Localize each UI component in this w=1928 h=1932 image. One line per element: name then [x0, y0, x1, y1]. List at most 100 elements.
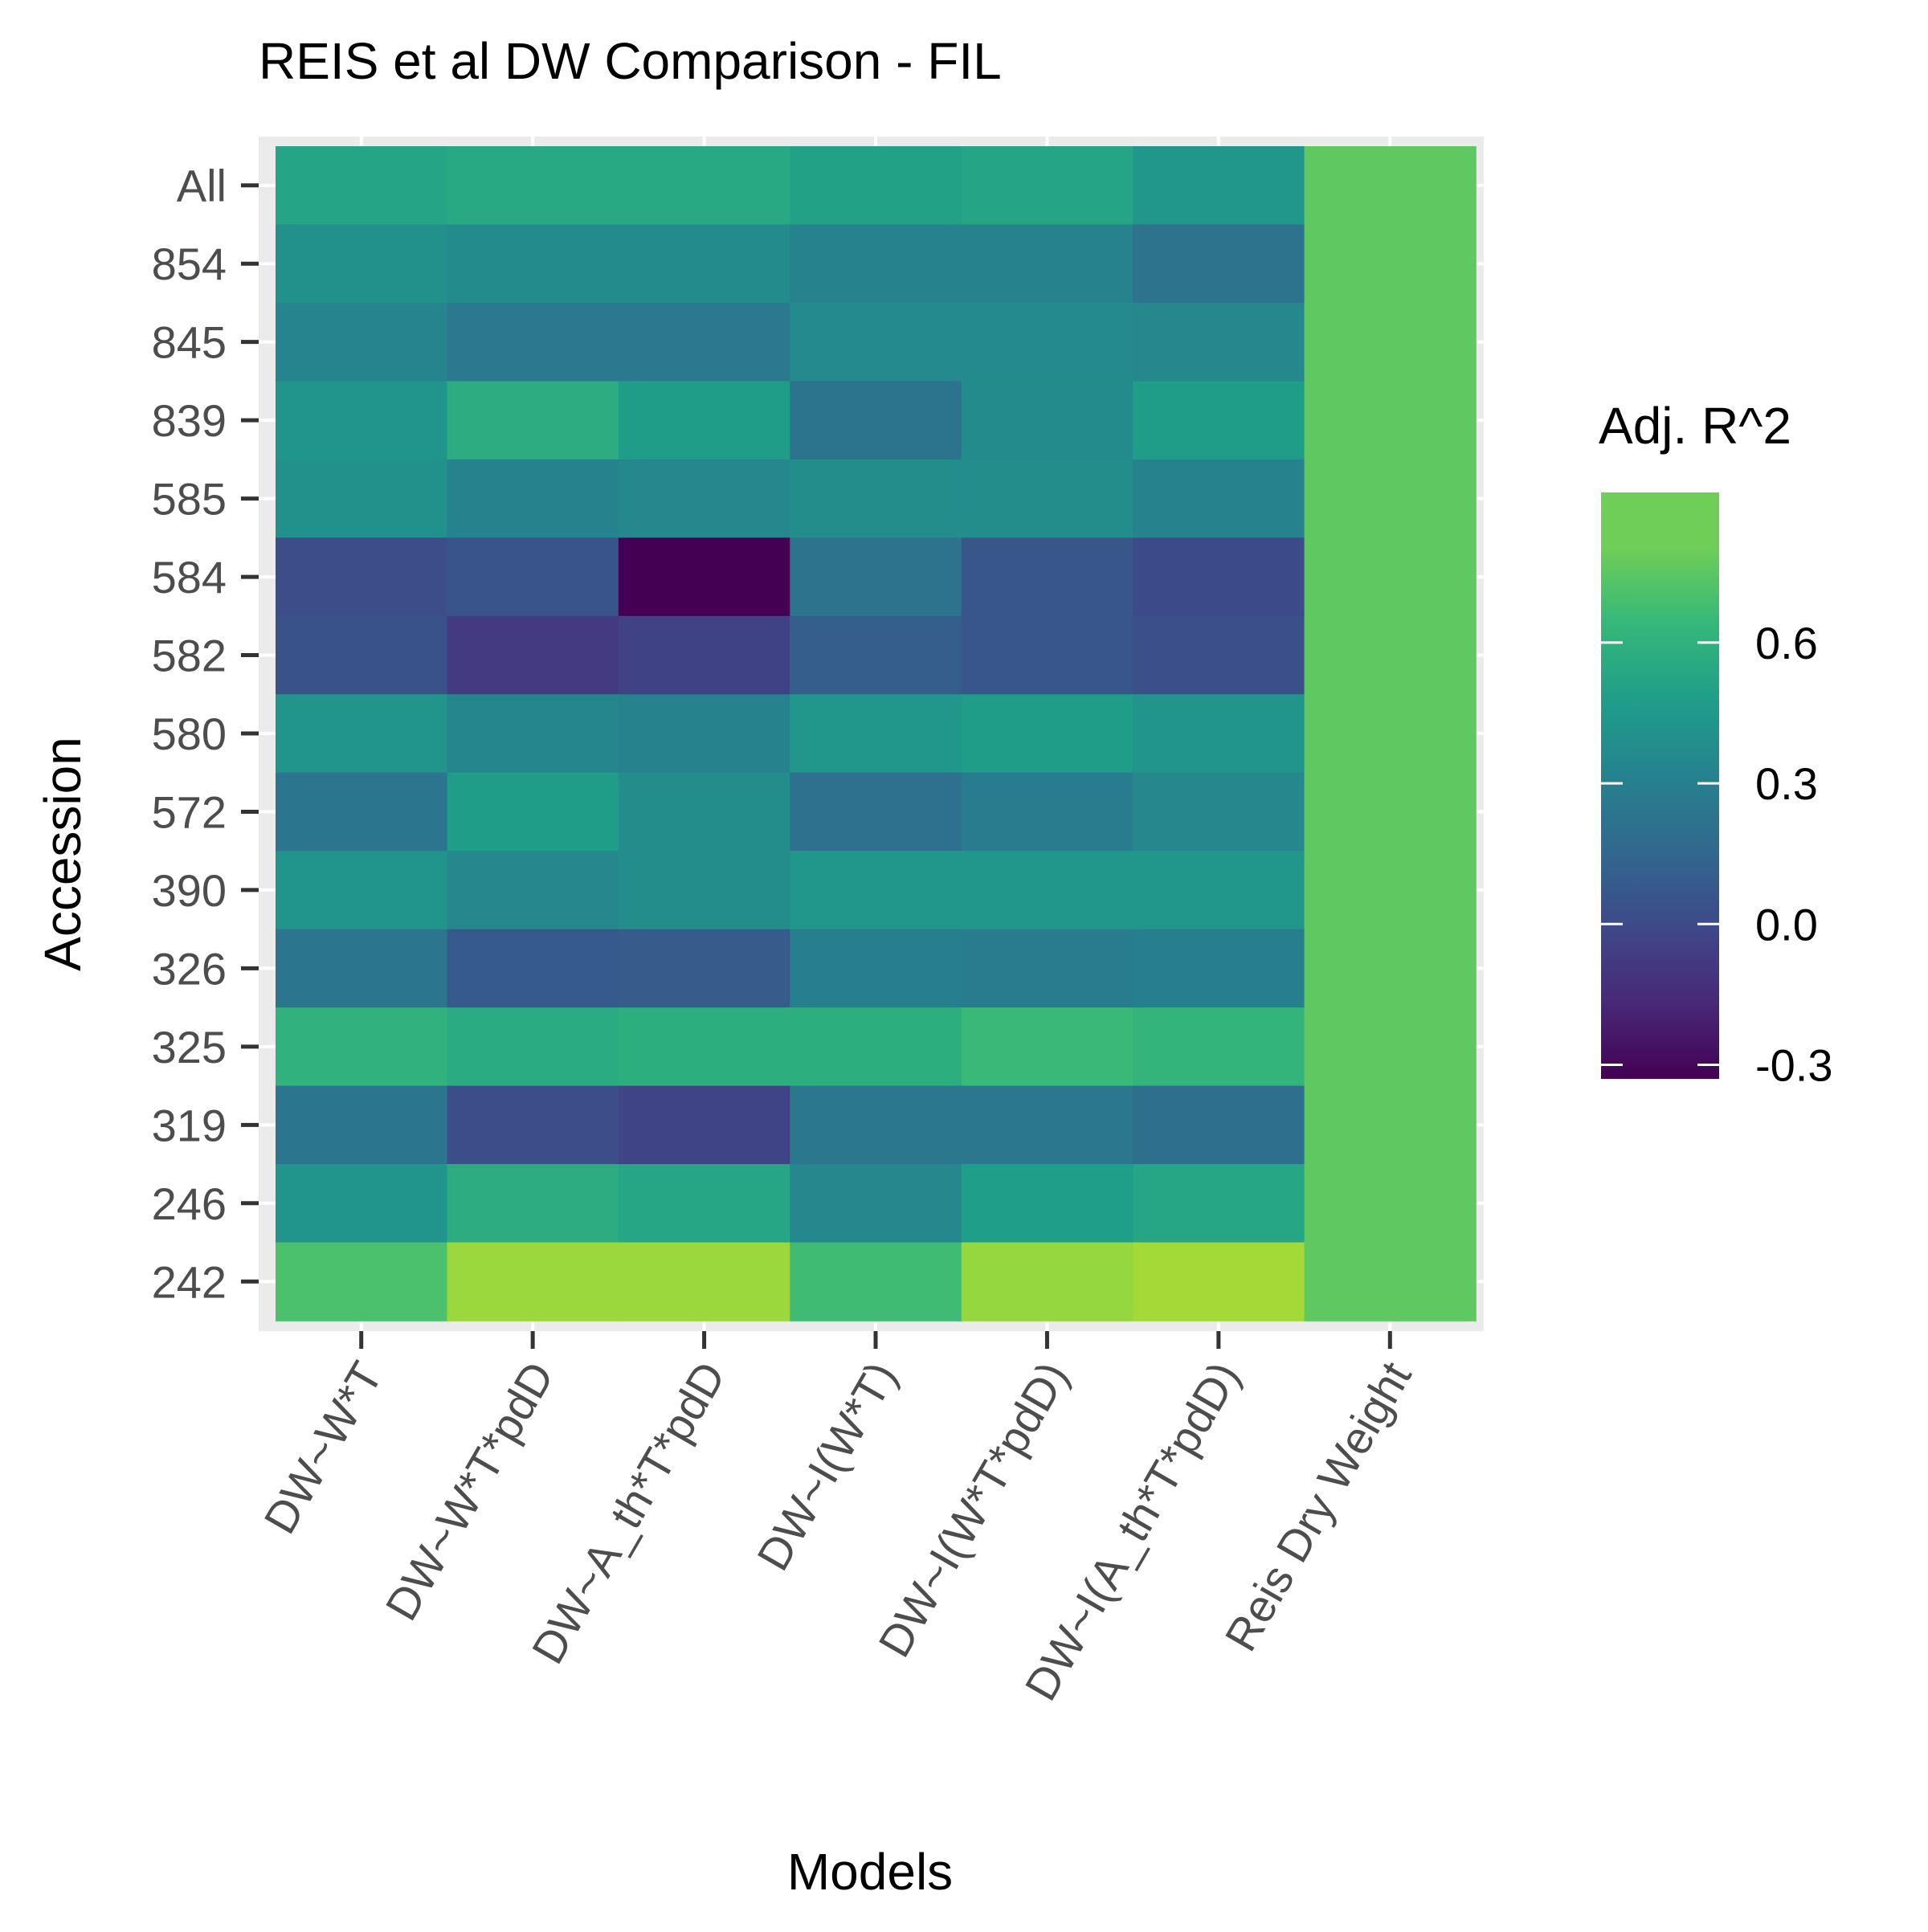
heatmap-cell: [1133, 537, 1305, 617]
heatmap-cell: [618, 694, 791, 774]
heatmap-cell: [1133, 1085, 1305, 1165]
heatmap-cell: [961, 929, 1134, 1008]
heatmap-cell: [1304, 537, 1477, 617]
y-tick-label: 582: [152, 631, 227, 681]
heatmap-cell: [1304, 302, 1477, 382]
heatmap-cell: [447, 1164, 619, 1244]
heatmap-cell: [790, 929, 962, 1008]
heatmap-cell: [618, 851, 791, 930]
heatmap-cell: [276, 1085, 448, 1165]
heatmap-cell: [1304, 772, 1477, 852]
heatmap-cell: [276, 929, 448, 1008]
heatmap-cell: [1133, 1007, 1305, 1087]
heatmap-cell: [790, 381, 962, 460]
heatmap-cell: [447, 146, 619, 226]
heatmap-cell: [790, 772, 962, 852]
heatmap-cell: [276, 1007, 448, 1087]
heatmap-cell: [790, 615, 962, 696]
heatmap-cell: [961, 1164, 1134, 1244]
heatmap-cell: [1133, 615, 1305, 696]
heatmap-cell: [790, 851, 962, 930]
heatmap-cell: [276, 459, 448, 539]
heatmap-cell: [447, 537, 619, 617]
heatmap-cell: [961, 1242, 1134, 1321]
heatmap-cell: [1304, 851, 1477, 930]
heatmap-cell: [1133, 694, 1305, 774]
colorbar-legend: Adj. R^2 0.6 0.3 0.0 -0.3: [1599, 397, 1833, 1090]
heatmap-cell: [276, 146, 448, 226]
heatmap-cell: [961, 1007, 1134, 1087]
heatmap-cell: [276, 381, 448, 460]
heatmap-cell: [790, 459, 962, 539]
heatmap-cell: [618, 1085, 791, 1165]
y-tick-label: 242: [152, 1256, 227, 1307]
heatmap-cell: [790, 1007, 962, 1087]
heatmap-cell: [618, 615, 791, 696]
heatmap-cell: [1304, 929, 1477, 1008]
heatmap-cell: [447, 615, 619, 696]
y-tick-label: 580: [152, 709, 227, 759]
heatmap-cell: [1133, 929, 1305, 1008]
y-tick-label: 572: [152, 786, 227, 837]
heatmap-cell: [961, 1085, 1134, 1165]
heatmap-cell: [790, 1164, 962, 1244]
heatmap-cell: [276, 302, 448, 382]
heatmap-cell: [961, 146, 1134, 226]
y-tick-label: 585: [152, 474, 227, 525]
heatmap-cell: [961, 224, 1134, 304]
heatmap-cell: [276, 615, 448, 696]
heatmap-cell: [790, 1085, 962, 1165]
heatmap-cell: [961, 851, 1134, 930]
y-tick-label: 584: [152, 552, 227, 602]
heatmap-cell: [790, 302, 962, 382]
heatmap-cell: [1304, 1007, 1477, 1087]
heatmap-cell: [276, 537, 448, 617]
colorbar-tick-label: 0.6: [1755, 618, 1818, 668]
heatmap-cell: [618, 381, 791, 460]
heatmap-cell: [618, 1007, 791, 1087]
chart-title: REIS et al DW Comparison - FIL: [259, 32, 1002, 90]
heatmap-cell: [1133, 1164, 1305, 1244]
heatmap-cell: [1304, 1085, 1477, 1165]
x-axis-title: Models: [787, 1843, 953, 1901]
heatmap-cell: [1133, 302, 1305, 382]
heatmap-cell: [1133, 224, 1305, 304]
heatmap-cell: [961, 694, 1134, 774]
colorbar-tick-label: 0.0: [1755, 899, 1818, 950]
y-tick-label: 326: [152, 943, 227, 994]
heatmap-cell: [961, 772, 1134, 852]
heatmap-cell: [961, 537, 1134, 617]
heatmap-cell: [276, 694, 448, 774]
heatmap-cell: [447, 694, 619, 774]
heatmap-cell: [447, 772, 619, 852]
heatmap-cell: [1304, 381, 1477, 460]
heatmap-cells: [276, 146, 1477, 1321]
heatmap-cell: [961, 302, 1134, 382]
y-axis: All 854 845 839 585 584 582 580 572 390 326 325 319 2…: [152, 161, 259, 1307]
heatmap-cell: [447, 851, 619, 930]
heatmap-cell: [1133, 1242, 1305, 1321]
heatmap-cell: [618, 537, 791, 617]
y-tick-label: 325: [152, 1022, 227, 1072]
heatmap-cell: [276, 224, 448, 304]
heatmap-cell: [447, 1007, 619, 1087]
heatmap-cell: [961, 381, 1134, 460]
heatmap-cell: [618, 459, 791, 539]
heatmap-cell: [790, 1242, 962, 1321]
heatmap-cell: [447, 459, 619, 539]
y-tick-label: 246: [152, 1178, 227, 1229]
heatmap-cell: [790, 146, 962, 226]
y-axis-title: Accession: [34, 737, 92, 971]
heatmap-cell: [790, 694, 962, 774]
heatmap-cell: [1133, 146, 1305, 226]
heatmap-cell: [1304, 615, 1477, 696]
heatmap-cell: [276, 772, 448, 852]
heatmap-cell: [618, 224, 791, 304]
heatmap-cell: [1133, 772, 1305, 852]
y-tick-label: 845: [152, 317, 227, 368]
heatmap-cell: [618, 146, 791, 226]
heatmap-cell: [618, 302, 791, 382]
heatmap-cell: [618, 772, 791, 852]
heatmap-cell: [790, 224, 962, 304]
heatmap-cell: [1304, 1242, 1477, 1321]
